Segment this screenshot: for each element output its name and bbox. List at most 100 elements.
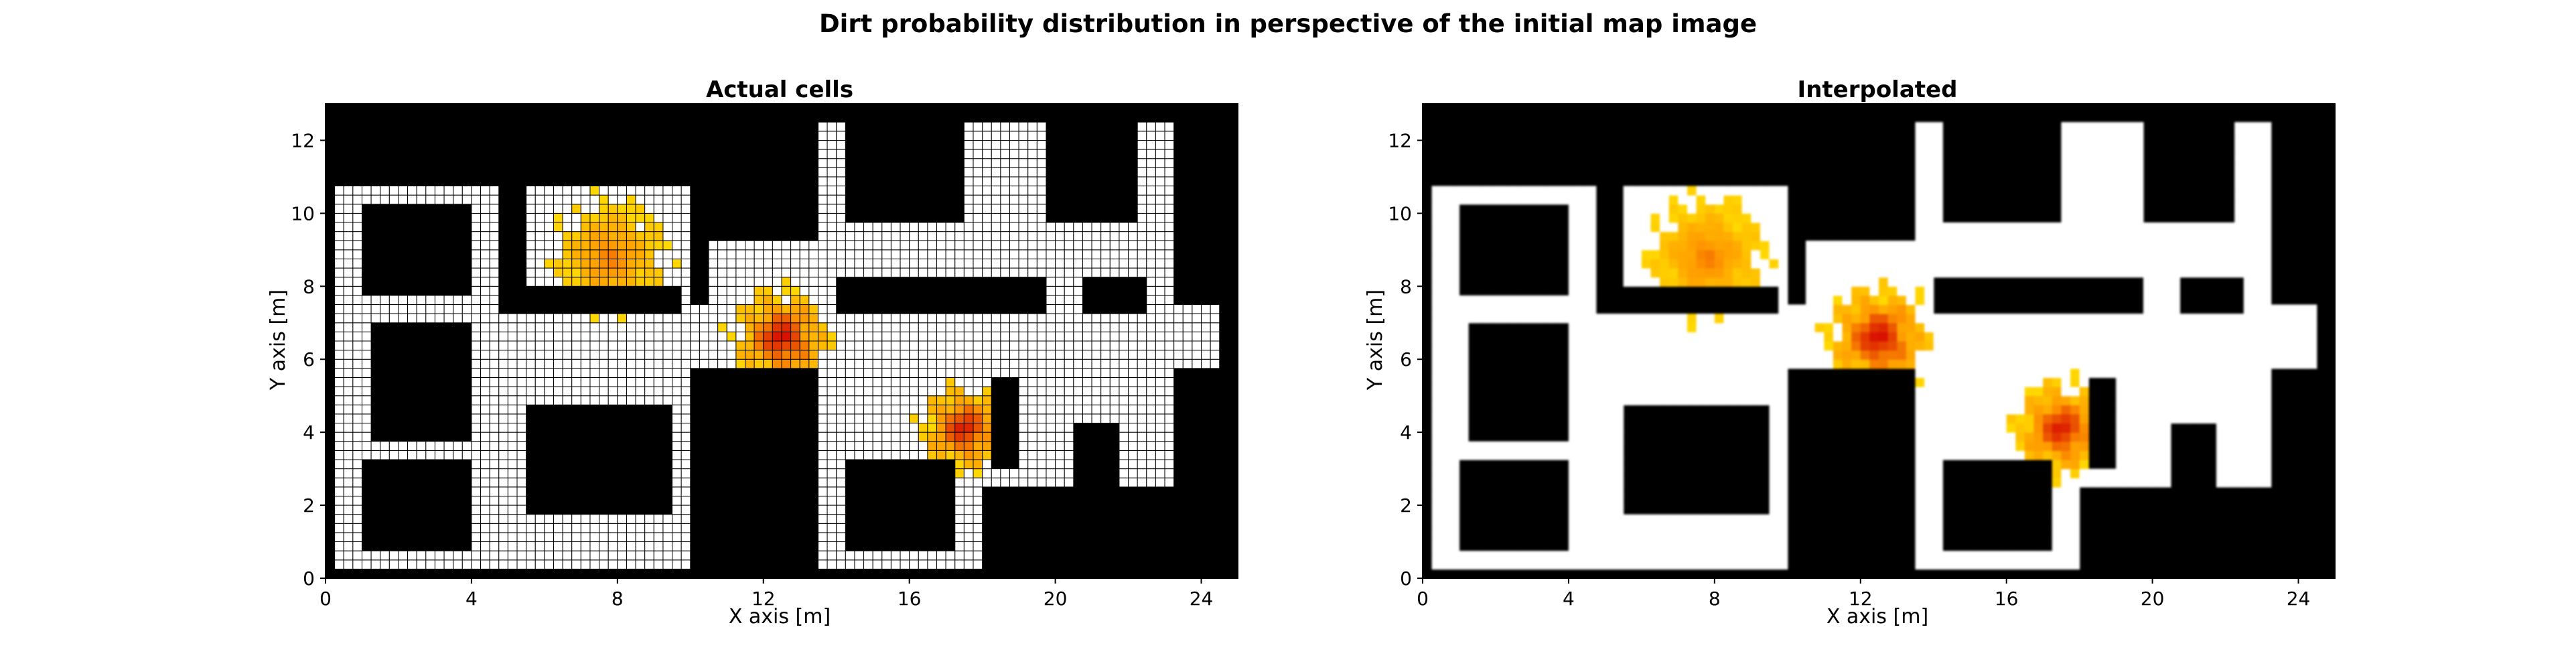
free-cell (1568, 514, 1579, 524)
free-cell (2052, 532, 2062, 543)
free-cell (498, 386, 508, 397)
free-cell (380, 194, 390, 205)
free-cell (817, 395, 828, 405)
free-cell (1046, 249, 1056, 259)
free-cell (900, 222, 910, 232)
free-cell (2134, 377, 2144, 387)
free-cell (1173, 340, 1184, 351)
free-cell (954, 477, 964, 488)
free-cell (1449, 213, 1460, 223)
free-cell (2216, 368, 2226, 379)
free-cell (2043, 231, 2053, 241)
free-cell (1614, 332, 1624, 342)
free-cell (817, 532, 828, 543)
free-cell (1696, 314, 1706, 324)
free-cell (1449, 486, 1460, 497)
dirt-cell (1860, 304, 1870, 314)
free-cell (1933, 268, 1943, 278)
free-cell (817, 413, 828, 424)
free-cell (1109, 350, 1120, 360)
free-cell (498, 313, 508, 324)
dirt-cell (553, 267, 563, 278)
free-cell (1431, 496, 1441, 506)
free-cell (1641, 314, 1652, 324)
free-cell (2189, 368, 2199, 379)
free-cell (1997, 432, 2007, 442)
free-cell (827, 386, 837, 397)
free-cell (772, 249, 782, 259)
free-cell (2189, 322, 2199, 332)
free-cell (599, 368, 609, 378)
dirt-cell (1924, 332, 1934, 342)
free-cell (1146, 149, 1156, 159)
free-cell (334, 423, 344, 433)
free-cell (890, 340, 901, 351)
free-cell (1979, 441, 1989, 451)
free-cell (2143, 450, 2153, 460)
free-cell (817, 249, 828, 259)
free-cell (1632, 359, 1642, 369)
free-cell (589, 340, 600, 351)
free-cell (617, 350, 627, 360)
free-cell (1696, 541, 1706, 551)
free-cell (1449, 231, 1460, 241)
free-cell (471, 386, 482, 397)
free-cell (1723, 350, 1733, 360)
free-cell (1705, 377, 1715, 387)
dirt-cell (1668, 249, 1678, 260)
dirt-cell (827, 331, 837, 342)
free-cell (827, 523, 837, 533)
free-cell (1769, 541, 1779, 551)
free-cell (945, 331, 956, 342)
free-cell (453, 304, 463, 314)
free-cell (489, 550, 500, 561)
free-cell (1632, 541, 1642, 551)
free-cell (1055, 258, 1065, 269)
free-cell (2234, 149, 2244, 159)
free-cell (2116, 387, 2126, 397)
free-cell (480, 331, 490, 342)
free-cell (2262, 314, 2272, 324)
free-cell (1678, 532, 1688, 543)
free-cell (635, 331, 646, 342)
free-cell (2079, 341, 2089, 351)
free-cell (1431, 186, 1441, 196)
free-cell (2161, 413, 2171, 424)
free-cell (516, 468, 527, 478)
free-cell (836, 404, 846, 415)
free-cell (982, 477, 992, 488)
dirt-cell (580, 267, 591, 278)
free-cell (1146, 459, 1156, 470)
dirt-cell (954, 404, 964, 415)
free-cell (963, 486, 974, 496)
free-cell (617, 514, 627, 524)
free-cell (2234, 122, 2244, 132)
free-cell (1504, 195, 1514, 205)
free-cell (1979, 332, 1989, 342)
free-cell (1687, 341, 1697, 351)
free-cell (1696, 377, 1706, 387)
free-cell (909, 231, 919, 241)
free-cell (954, 532, 964, 543)
free-cell (1623, 332, 1633, 342)
free-cell (516, 423, 527, 433)
free-cell (1082, 386, 1092, 397)
free-cell (2234, 441, 2244, 451)
free-cell (909, 423, 919, 433)
free-cell (361, 350, 372, 360)
free-cell (1623, 314, 1633, 324)
free-cell (973, 532, 983, 543)
free-cell (2116, 222, 2126, 232)
free-cell (2243, 186, 2254, 196)
free-cell (2198, 395, 2208, 405)
dirt-cell (1915, 295, 1925, 306)
free-cell (863, 222, 873, 232)
free-cell (2216, 322, 2226, 332)
dirt-cell (617, 231, 627, 241)
free-cell (1441, 460, 1451, 470)
free-cell (1970, 551, 1980, 561)
free-cell (817, 486, 828, 496)
free-cell (1733, 350, 1743, 360)
free-cell (1660, 350, 1670, 360)
